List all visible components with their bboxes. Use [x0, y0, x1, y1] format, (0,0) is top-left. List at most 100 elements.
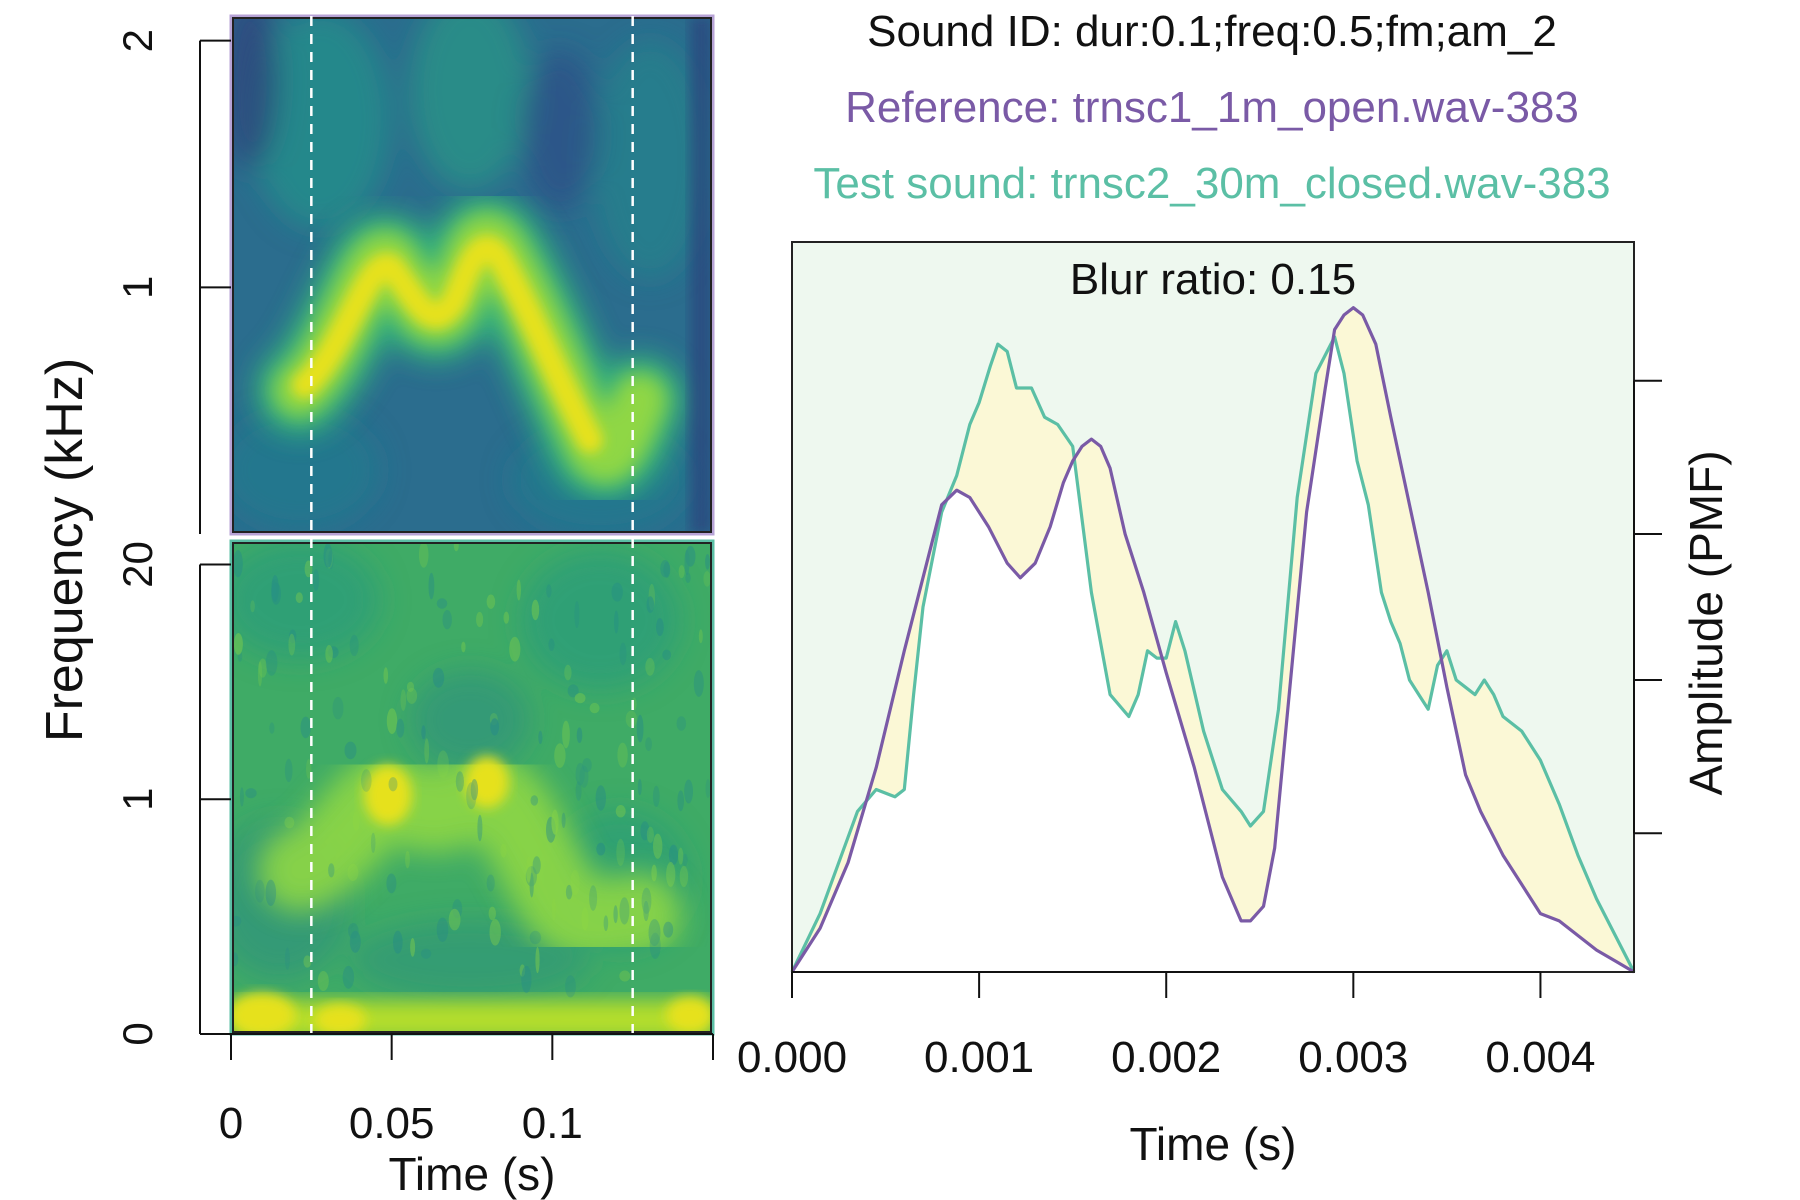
spectrogram-texture-speck [613, 905, 618, 924]
spectrogram-texture-speck [245, 788, 257, 799]
spectrogram-texture-speck [678, 847, 684, 865]
difference-area-fill [792, 308, 1634, 972]
spectrogram-texture-speck [561, 812, 566, 828]
spectrogram-texture-speck [258, 658, 267, 678]
spectrogram-texture-speck [529, 872, 534, 898]
spectrogram-texture-speck [668, 844, 679, 865]
spectrogram-texture-speck [269, 722, 275, 734]
spectrogram-texture-speck [328, 646, 339, 659]
spectrogram-texture-speck [393, 930, 403, 954]
test-sound-label: Test sound: trnsc2_30m_closed.wav-383 [813, 159, 1610, 208]
spectrogram-texture-speck [663, 561, 671, 578]
spectrogram-texture-speck [637, 778, 642, 796]
spectrogram-x-tick-label: 0.05 [349, 1099, 435, 1148]
spectrogram-texture-speck [306, 759, 312, 779]
spectrogram-texture-speck [271, 575, 279, 602]
spectrogram-texture-speck [535, 946, 540, 974]
spectrogram-texture-speck [698, 629, 703, 644]
spectrogram-texture-speck [437, 750, 449, 778]
blur-ratio-title: Blur ratio: 0.15 [1070, 255, 1356, 304]
spectrogram-texture-speck [538, 730, 543, 745]
spectrogram-texture-speck [574, 693, 586, 704]
spectrogram-texture-speck [436, 917, 449, 942]
spectrogram-texture-speck [595, 785, 606, 811]
spectrogram-texture-speck [370, 832, 376, 853]
spectrogram-texture-speck [466, 782, 477, 810]
spectrogram-texture-speck [312, 569, 320, 591]
spectrogram-texture-speck [386, 873, 397, 894]
spectrogram-texture-speck [617, 742, 628, 768]
spectrogram-texture-speck [529, 930, 542, 945]
envelope-chart: 0.000 0.001 0.002 0.003 0.004 Blur ratio: 0.… [737, 241, 1732, 1170]
sound-id-label: Sound ID: dur:0.1;freq:0.5;fm;am_2 [867, 7, 1557, 56]
spectrogram-texture-speck [271, 579, 276, 601]
spectrogram-texture-speck [325, 548, 334, 569]
spectrogram-texture-speck [551, 897, 556, 921]
test-y-tick-label: 0 [114, 1022, 161, 1045]
spectrogram-texture-speck [525, 866, 538, 887]
spectrogram-texture-speck [388, 777, 398, 792]
spectrogram-texture-speck [676, 716, 687, 731]
spectrogram-texture-speck [656, 618, 664, 637]
spectrogram-texture-speck [519, 964, 526, 977]
spectrogram-texture-speck [328, 863, 335, 878]
spectrogram-texture-speck [344, 741, 357, 760]
spectrogram-texture-speck [516, 579, 521, 601]
spectrogram-texture-speck [589, 885, 598, 911]
spectrogram-texture-speck [653, 833, 663, 859]
test-envelope-line [790, 335, 1636, 973]
spectrogram-texture-speck [486, 594, 496, 609]
spectrogram-texture-speck [646, 826, 655, 843]
spectrogram-texture-speck [564, 664, 572, 681]
spectrogram-texture-speck [432, 667, 445, 688]
spectrogram-texture-speck [348, 923, 359, 939]
spectrogram-texture-speck [342, 965, 355, 989]
spectrogram-texture-speck [428, 572, 435, 600]
envelope-x-tick-label: 0.002 [1111, 1033, 1221, 1082]
spectrogram-texture-speck [679, 865, 689, 888]
spectrogram-texture-speck [406, 687, 418, 704]
spectrogram-x-tick-label: 0 [219, 1099, 243, 1148]
spectrogram-texture-speck [489, 713, 498, 726]
spectrogram-texture-speck [332, 696, 344, 720]
spectrogram-texture-speck [250, 600, 255, 613]
signal-window-lines [310, 16, 634, 1034]
spectrogram-texture-speck [614, 610, 619, 634]
spectrogram-texture-speck [660, 560, 670, 578]
spectrogram-texture-speck [323, 543, 333, 568]
spectrogram-texture-speck [646, 596, 655, 613]
spectrogram-time-axis-label: Time (s) [389, 1148, 556, 1200]
spectrogram-texture-speck [678, 565, 685, 579]
spectrogram-texture-speck [233, 550, 243, 578]
spectrogram-texture-speck [575, 762, 585, 786]
spectrogram-texture-speck [581, 907, 589, 931]
spectrogram-texture-speck [619, 970, 631, 982]
spectrogram-texture-speck [352, 811, 360, 831]
spectrogram-texture-speck [589, 702, 600, 714]
spectrogram-texture-speck [455, 771, 464, 792]
spectrogram-texture-speck [645, 737, 652, 751]
spectrogram-texture-speck [603, 915, 609, 931]
spectrogram-texture-speck [684, 779, 693, 804]
spectrogram-texture-speck [239, 787, 244, 807]
shared-area-fill [792, 338, 1634, 972]
spectrogram-texture-speck [284, 758, 293, 783]
spectrogram-texture-speck [361, 769, 372, 792]
envelope-x-tick-label: 0.004 [1485, 1033, 1595, 1082]
spectrogram-texture-speck [452, 899, 463, 919]
spectrogram-texture-speck [662, 649, 672, 661]
spectrogram-texture-speck [705, 554, 710, 570]
envelope-x-tick-label: 0.001 [924, 1033, 1034, 1082]
spectrogram-texture-speck [476, 611, 484, 628]
spectrogram-texture-speck [317, 971, 329, 991]
spectrogram-texture-speck [565, 975, 576, 998]
spectrogram-texture-speck [289, 629, 297, 644]
spectrogram-texture-speck [579, 765, 589, 788]
spectrogram-texture-speck [233, 633, 243, 655]
spectrogram-texture-speck [284, 947, 290, 970]
spectrogram-texture-speck [237, 651, 243, 662]
spectrogram-texture-speck [448, 908, 461, 931]
test-y-tick-label: 1 [114, 788, 161, 811]
spectrogram-texture-speck [421, 725, 426, 740]
